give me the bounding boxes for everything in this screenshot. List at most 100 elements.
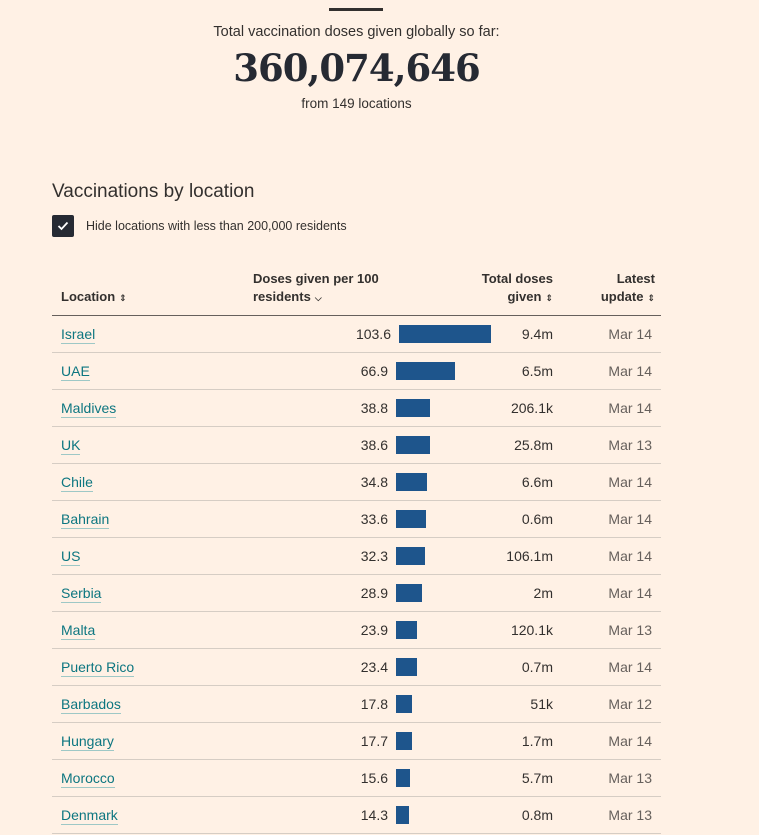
doses-per-100-cell: 14.3 — [161, 796, 409, 834]
doses-bar — [396, 769, 410, 787]
doses-per-100-value: 66.9 — [360, 363, 388, 379]
doses-per-100-value: 33.6 — [360, 511, 388, 527]
table-row: US 32.3 106.1m Mar 14 — [52, 537, 661, 575]
location-link[interactable]: Serbia — [61, 585, 102, 603]
doses-per-100-value: 38.6 — [360, 437, 388, 453]
table-row: Malta 23.9 120.1k Mar 13 — [52, 611, 661, 649]
table-header-row: Location ⇕ Doses given per 100 residents ⌵… — [52, 270, 661, 316]
total-doses-column-header[interactable]: Total doses given ⇕ — [393, 270, 553, 316]
doses-bar — [396, 510, 426, 528]
doses-per-100-cell: 38.8 — [161, 389, 430, 427]
location-cell: Malta — [52, 611, 161, 649]
location-column-header[interactable]: Location ⇕ — [52, 270, 161, 316]
hide-small-locations-checkbox[interactable] — [52, 215, 74, 237]
location-cell: Bahrain — [52, 500, 161, 538]
location-link[interactable]: Maldives — [61, 400, 117, 418]
locations-count: from 149 locations — [301, 96, 412, 111]
section-title: Vaccinations by location — [52, 181, 255, 202]
location-link[interactable]: Malta — [61, 622, 96, 640]
doses-per-100-value: 17.7 — [360, 733, 388, 749]
latest-update-cell: Mar 14 — [553, 315, 661, 353]
table-row: Chile 34.8 6.6m Mar 14 — [52, 463, 661, 501]
latest-update-cell: Mar 14 — [553, 574, 661, 612]
doses-per-100-cell: 33.6 — [161, 500, 426, 538]
total-header-line1: Total doses — [481, 271, 553, 286]
vaccinations-table: Location ⇕ Doses given per 100 residents ⌵… — [52, 270, 661, 834]
doses-per-100-cell: 17.7 — [161, 722, 412, 760]
doses-bar — [396, 362, 455, 380]
latest-update-cell: Mar 14 — [553, 722, 661, 760]
doses-per-100-value: 28.9 — [360, 585, 388, 601]
doses-per-100-value: 38.8 — [360, 400, 388, 416]
table-row: Israel 103.6 9.4m Mar 14 — [52, 315, 661, 353]
latest-update-cell: Mar 13 — [553, 796, 661, 834]
doses-header-line1: Doses given per 100 — [253, 271, 379, 286]
doses-per-100-cell: 23.9 — [161, 611, 417, 649]
table-row: UK 38.6 25.8m Mar 13 — [52, 426, 661, 464]
table-row: Maldives 38.8 206.1k Mar 14 — [52, 389, 661, 427]
doses-bar — [396, 658, 417, 676]
doses-per-100-value: 32.3 — [360, 548, 388, 564]
table-row: Puerto Rico 23.4 0.7m Mar 14 — [52, 648, 661, 686]
sort-icon: ⇕ — [119, 293, 127, 303]
doses-per-100-cell: 32.3 — [161, 537, 425, 575]
sort-descending-icon: ⌵ — [314, 293, 322, 303]
total-doses-cell: 0.6m — [393, 500, 553, 538]
latest-update-cell: Mar 13 — [553, 426, 661, 464]
summary-label: Total vaccination doses given globally s… — [213, 24, 500, 40]
latest-update-cell: Mar 14 — [553, 648, 661, 686]
doses-per-100-value: 17.8 — [360, 696, 388, 712]
location-link[interactable]: Israel — [61, 326, 96, 344]
doses-bar — [396, 399, 430, 417]
doses-per-100-cell: 103.6 — [161, 315, 491, 353]
doses-per-100-value: 23.9 — [360, 622, 388, 638]
doses-per-100-value: 15.6 — [360, 770, 388, 786]
total-doses-cell: 51k — [393, 685, 553, 723]
location-link[interactable]: US — [61, 548, 81, 566]
latest-update-cell: Mar 14 — [553, 500, 661, 538]
location-link[interactable]: Denmark — [61, 807, 118, 825]
location-cell: Serbia — [52, 574, 161, 612]
table-row: UAE 66.9 6.5m Mar 14 — [52, 352, 661, 390]
doses-bar — [396, 695, 412, 713]
doses-bar — [396, 732, 412, 750]
latest-update-cell: Mar 13 — [553, 759, 661, 797]
location-link[interactable]: UK — [61, 437, 81, 455]
doses-per-100-column-header[interactable]: Doses given per 100 residents ⌵ — [161, 270, 393, 316]
location-cell: Barbados — [52, 685, 161, 723]
doses-bar — [396, 621, 417, 639]
latest-update-cell: Mar 14 — [553, 352, 661, 390]
table-row: Morocco 15.6 5.7m Mar 13 — [52, 759, 661, 797]
doses-per-100-cell: 38.6 — [161, 426, 430, 464]
doses-bar — [399, 325, 491, 343]
doses-per-100-value: 14.3 — [360, 807, 388, 823]
doses-per-100-cell: 28.9 — [161, 574, 422, 612]
latest-update-cell: Mar 14 — [553, 463, 661, 501]
location-link[interactable]: Puerto Rico — [61, 659, 135, 677]
location-cell: Maldives — [52, 389, 161, 427]
checkbox-label: Hide locations with less than 200,000 re… — [86, 219, 347, 233]
latest-update-column-header[interactable]: Latest update ⇕ — [553, 270, 661, 316]
location-link[interactable]: Barbados — [61, 696, 121, 714]
location-cell: Puerto Rico — [52, 648, 161, 686]
doses-per-100-cell: 23.4 — [161, 648, 417, 686]
hide-small-locations-toggle[interactable]: Hide locations with less than 200,000 re… — [52, 215, 347, 237]
total-header-line2: given — [507, 289, 542, 304]
location-link[interactable]: Hungary — [61, 733, 114, 751]
total-doses-value: 360,074,646 — [233, 46, 480, 90]
doses-header-line2: residents — [253, 289, 311, 304]
top-rule — [329, 8, 383, 11]
location-link[interactable]: UAE — [61, 363, 90, 381]
location-link[interactable]: Morocco — [61, 770, 115, 788]
location-link[interactable]: Chile — [61, 474, 93, 492]
doses-bar — [396, 584, 422, 602]
doses-per-100-cell: 34.8 — [161, 463, 427, 501]
location-cell: Hungary — [52, 722, 161, 760]
location-cell: Israel — [52, 315, 161, 353]
location-cell: UK — [52, 426, 161, 464]
doses-per-100-cell: 17.8 — [161, 685, 412, 723]
location-cell: Chile — [52, 463, 161, 501]
doses-per-100-value: 23.4 — [360, 659, 388, 675]
doses-per-100-value: 34.8 — [360, 474, 388, 490]
location-link[interactable]: Bahrain — [61, 511, 110, 529]
